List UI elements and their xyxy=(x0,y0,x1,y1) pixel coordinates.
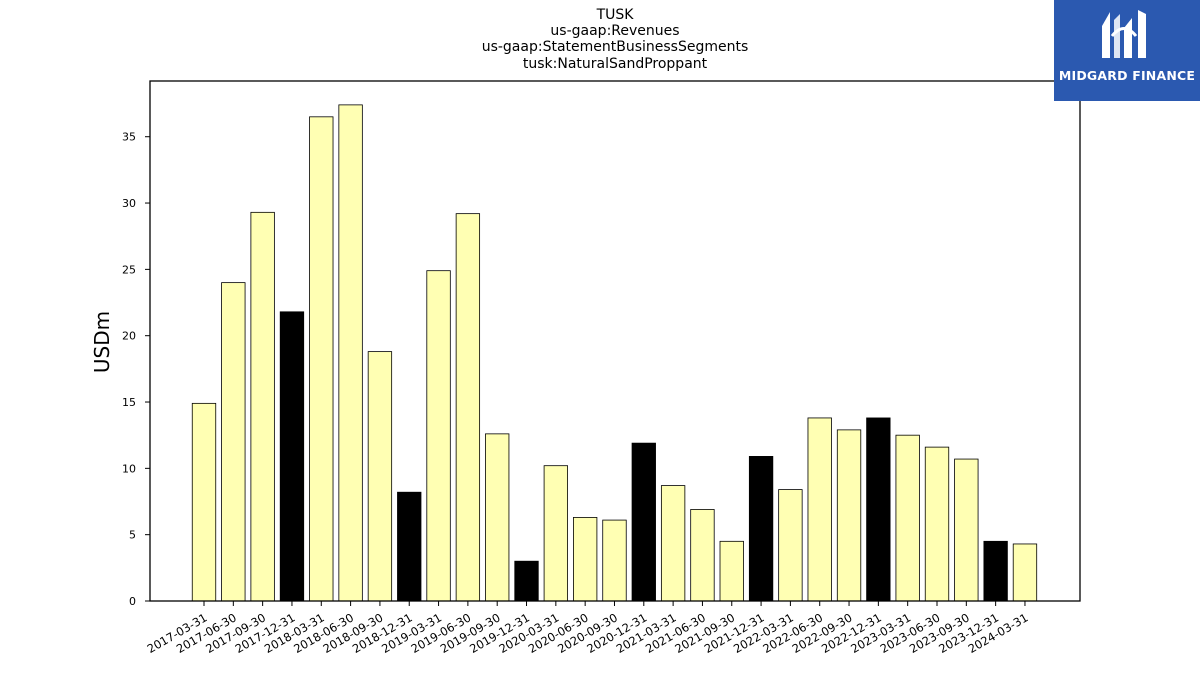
bar-2023-12-31 xyxy=(983,540,1008,602)
bar-2022-03-31 xyxy=(778,489,803,602)
bar-2023-03-31 xyxy=(895,434,920,602)
y-tick-label: 15 xyxy=(122,396,136,409)
y-tick-label: 0 xyxy=(129,595,136,608)
bar-2018-06-30 xyxy=(338,104,363,602)
bar-2022-12-31 xyxy=(866,417,891,602)
plot-frame xyxy=(149,80,1081,602)
y-tick-label: 30 xyxy=(122,197,136,210)
bar-2019-06-30 xyxy=(455,213,481,602)
y-tick-label: 25 xyxy=(122,263,136,276)
bar-2021-03-31 xyxy=(660,485,686,602)
bar-2018-09-30 xyxy=(367,351,393,602)
y-tick-label: 20 xyxy=(122,330,136,343)
bar-2017-09-30 xyxy=(250,211,275,602)
bar-2021-06-30 xyxy=(690,509,715,602)
bar-2019-03-31 xyxy=(426,270,451,602)
bar-2023-09-30 xyxy=(954,458,979,602)
bar-2024-03-31 xyxy=(1012,543,1038,602)
bar-2017-06-30 xyxy=(221,282,246,602)
y-tick-label: 35 xyxy=(122,131,136,144)
logo-text: MIDGARD FINANCE xyxy=(1058,68,1196,83)
title-line-3: us-gaap:StatementBusinessSegments xyxy=(481,39,749,55)
title-line-1: TUSK xyxy=(596,7,634,23)
bar-2022-06-30 xyxy=(807,417,832,602)
y-axis: 0 5 10 15 20 25 30 35 xyxy=(122,131,150,608)
bar-2021-12-31 xyxy=(748,456,774,602)
logo-mark-icon xyxy=(1102,10,1146,58)
y-tick-label: 10 xyxy=(122,462,136,475)
x-axis: 2017-03-312017-06-302017-09-302017-12-31… xyxy=(145,601,1030,656)
bar-2022-09-30 xyxy=(836,429,862,602)
bar-2020-09-30 xyxy=(602,519,627,602)
midgard-finance-logo: MIDGARD FINANCE xyxy=(1054,0,1200,101)
y-axis-label: USDm xyxy=(90,311,114,373)
bar-2021-09-30 xyxy=(719,540,744,602)
bar-2023-06-30 xyxy=(924,446,950,602)
title-line-4: tusk:NaturalSandProppant xyxy=(522,56,708,72)
bars-group xyxy=(191,104,1038,602)
bar-2017-03-31 xyxy=(191,402,217,602)
bar-2019-09-30 xyxy=(485,433,510,602)
bar-2020-03-31 xyxy=(543,465,568,602)
bar-2020-12-31 xyxy=(631,442,656,602)
title-line-2: us-gaap:Revenues xyxy=(550,23,680,39)
bar-2018-03-31 xyxy=(309,116,334,602)
bar-2020-06-30 xyxy=(573,517,598,602)
y-tick-label: 5 xyxy=(129,529,136,542)
bar-2019-12-31 xyxy=(514,560,539,602)
bar-2018-12-31 xyxy=(397,491,422,602)
bar-2017-12-31 xyxy=(279,311,305,602)
